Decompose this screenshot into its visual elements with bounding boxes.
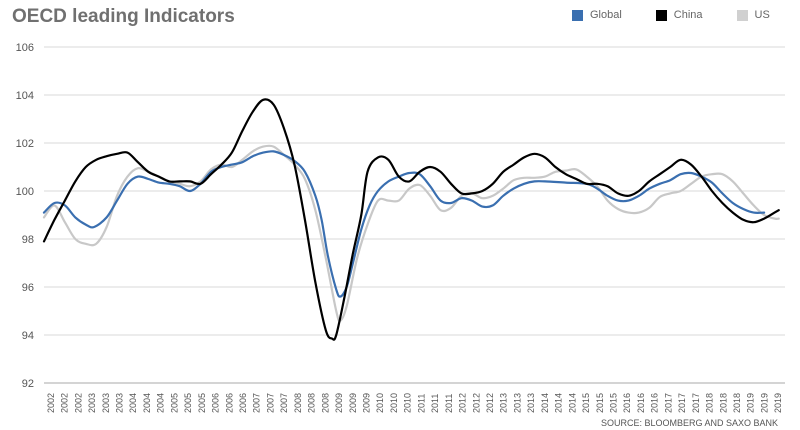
x-tick-label: 2002 <box>73 393 83 413</box>
x-tick-label: 2011 <box>444 394 454 413</box>
x-tick-label: 2004 <box>128 393 138 413</box>
x-tick-label: 2012 <box>471 393 481 413</box>
y-tick-label: 100 <box>16 186 34 198</box>
x-tick-label: 2019 <box>773 393 783 413</box>
y-tick-label: 106 <box>16 42 34 54</box>
x-tick-label: 2005 <box>197 393 207 413</box>
legend-item-china: China <box>655 9 703 21</box>
series-line-china <box>42 98 780 341</box>
y-tick-label: 104 <box>16 90 34 102</box>
x-tick-label: 2012 <box>458 393 468 413</box>
x-tick-label: 2009 <box>361 393 371 413</box>
x-tick-label: 2010 <box>403 393 413 413</box>
x-tick-label: 2003 <box>101 393 111 413</box>
x-tick-label: 2004 <box>156 393 166 413</box>
x-tick-label: 2015 <box>608 393 618 413</box>
x-tick-label: 2002 <box>46 393 56 413</box>
x-tick-label: 2019 <box>746 393 756 413</box>
x-tick-label: 2014 <box>567 393 577 413</box>
y-tick-label: 102 <box>16 138 34 150</box>
x-tick-label: 2007 <box>279 393 289 413</box>
x-tick-label: 2010 <box>375 393 385 413</box>
x-tick-label: 2018 <box>718 393 728 413</box>
y-tick-label: 92 <box>22 378 34 390</box>
x-tick-label: 2008 <box>307 393 317 413</box>
x-tick-label: 2018 <box>705 393 715 413</box>
x-tick-label: 2004 <box>142 393 152 413</box>
x-tick-label: 2003 <box>114 393 124 413</box>
legend-label-china: China <box>673 9 703 21</box>
x-tick-label: 2017 <box>677 393 687 413</box>
x-tick-label: 2013 <box>499 393 509 413</box>
x-tick-label: 2006 <box>238 393 248 413</box>
x-tick-label: 2018 <box>732 393 742 413</box>
gridlines <box>44 46 785 384</box>
x-tick-label: 2009 <box>348 393 358 413</box>
legend-label-us: US <box>754 9 770 21</box>
x-tick-label: 2013 <box>512 393 522 413</box>
x-tick-label: 2016 <box>622 393 632 413</box>
x-tick-label: 2016 <box>636 393 646 413</box>
x-tick-label: 2006 <box>211 393 221 413</box>
x-tick-label: 2019 <box>759 393 769 413</box>
x-tick-label: 2009 <box>334 393 344 413</box>
y-axis-ticks: 92 94 96 98 100 102 104 106 <box>16 42 34 390</box>
x-tick-label: 2011 <box>416 394 426 413</box>
x-tick-label: 2002 <box>60 393 70 413</box>
x-tick-label: 2014 <box>554 393 564 413</box>
x-tick-label: 2017 <box>691 393 701 413</box>
x-tick-label: 2012 <box>485 393 495 413</box>
x-tick-label: 2006 <box>224 393 234 413</box>
x-tick-label: 2003 <box>87 393 97 413</box>
series-line-global <box>42 150 766 298</box>
x-tick-label: 2007 <box>265 393 275 413</box>
legend-swatch-global <box>572 9 583 21</box>
x-tick-label: 2011 <box>430 394 440 413</box>
legend-label-global: Global <box>590 9 622 21</box>
chart-title: OECD leading Indicators <box>12 6 235 27</box>
legend-swatch-china <box>655 9 667 21</box>
legend-item-global: Global <box>572 9 622 21</box>
x-tick-label: 2007 <box>252 393 262 413</box>
x-tick-label: 2005 <box>169 393 179 413</box>
x-tick-label: 2016 <box>650 393 660 413</box>
x-axis-ticks: 2002 2002 2002 2003 2003 2003 2004 2004 2004 2005… <box>46 393 783 413</box>
y-tick-label: 96 <box>22 282 34 294</box>
legend-swatch-us <box>736 9 748 21</box>
x-tick-label: 2015 <box>595 393 605 413</box>
y-tick-label: 94 <box>22 330 34 342</box>
chart-legend: Global China US <box>572 9 800 21</box>
x-tick-label: 2013 <box>526 393 536 413</box>
x-tick-label: 2008 <box>320 393 330 413</box>
x-tick-label: 2015 <box>581 393 591 413</box>
source-note: SOURCE: BLOOMBERG AND SAXO BANK <box>600 418 778 428</box>
legend-item-us: US <box>736 9 770 21</box>
y-tick-label: 98 <box>22 234 34 246</box>
x-tick-label: 2014 <box>540 393 550 413</box>
x-tick-label: 2008 <box>293 393 303 413</box>
x-tick-label: 2010 <box>389 393 399 413</box>
x-tick-label: 2017 <box>663 393 673 413</box>
x-tick-label: 2005 <box>183 393 193 413</box>
series-lines <box>42 98 780 341</box>
